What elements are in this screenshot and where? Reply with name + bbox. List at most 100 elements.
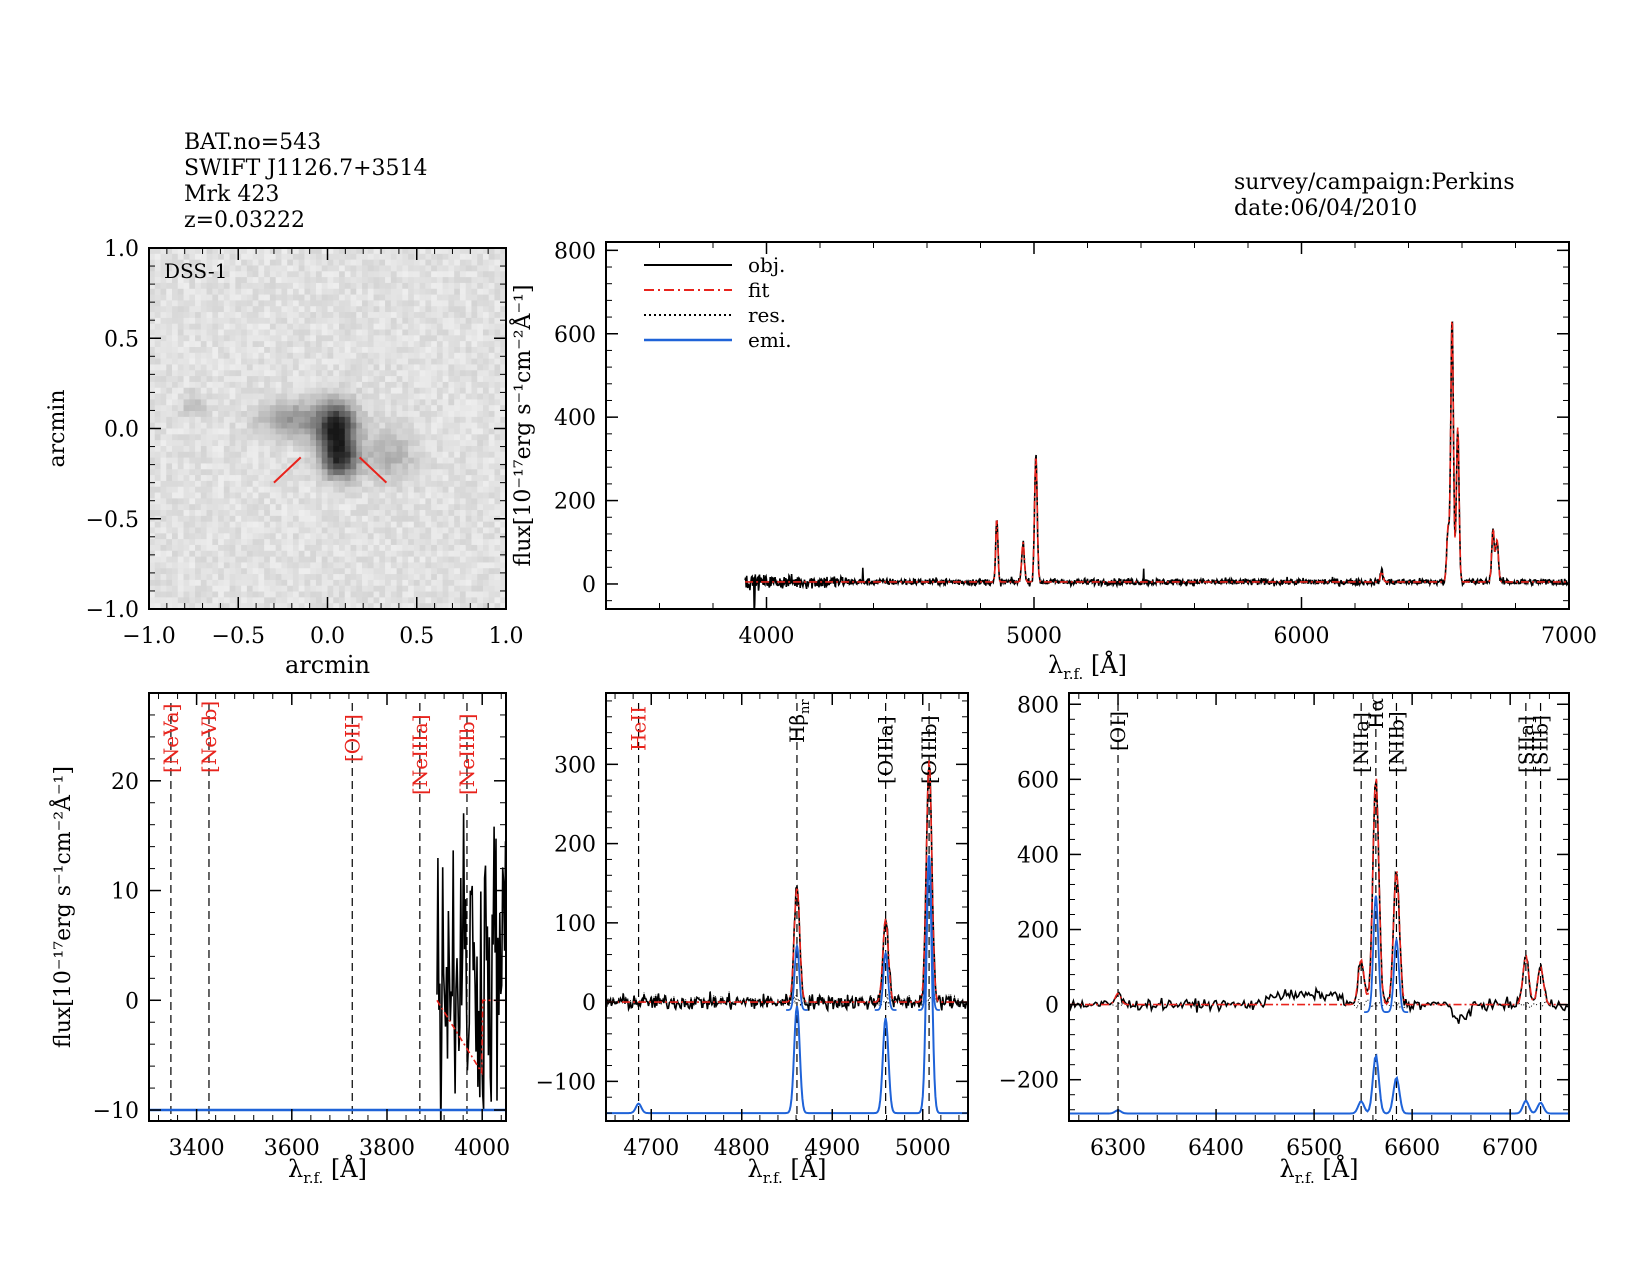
image-pixels <box>149 248 506 609</box>
x-tick-label: 6700 <box>1482 1136 1538 1161</box>
halpha-frame <box>1068 692 1570 1122</box>
emi-component-line <box>874 950 897 1011</box>
full-spectrum-lines <box>744 321 1569 609</box>
emi-component-line <box>1384 936 1409 1013</box>
x-tick-label: 5000 <box>1006 624 1062 649</box>
blue-ticks: 3400 3600 3800 4000 −10 0 10 20 <box>93 692 510 1161</box>
emi-spectrum-line <box>1069 1053 1569 1115</box>
y-tick-label: 600 <box>554 323 596 348</box>
position-marker <box>358 456 388 484</box>
legend-fit-label: fit <box>748 278 769 302</box>
y-tick-label: 0 <box>582 573 596 598</box>
bat-number: BAT.no=543 <box>184 130 322 155</box>
full-ticks: 4000 5000 6000 7000 0 200 400 600 800 <box>554 239 1597 649</box>
image-y-label: arcmin <box>45 389 70 467</box>
line-label: [NIIa] <box>1349 712 1373 773</box>
line-label: HeII <box>627 706 651 751</box>
hbeta-frame <box>605 692 969 1122</box>
x-tick-label: 1.0 <box>489 624 524 649</box>
y-tick-label: 0 <box>125 989 139 1014</box>
halpha-x-label: λr.f. [Å] <box>1280 1154 1359 1187</box>
full-x-label: λr.f. [Å] <box>1048 650 1127 683</box>
line-label: [NeIIIb] <box>455 714 479 795</box>
fit-spectrum-line <box>606 760 968 1003</box>
galaxy-name: Mrk 423 <box>184 182 280 207</box>
fit-spectrum-line <box>1069 778 1569 1006</box>
y-tick-label: 0 <box>1045 994 1059 1019</box>
y-tick-label: 200 <box>1017 919 1059 944</box>
line-label: [NeIIIa] <box>408 714 432 795</box>
y-tick-label: 400 <box>1017 843 1059 868</box>
x-tick-label: 3800 <box>359 1136 415 1161</box>
observation-date: date:06/04/2010 <box>1234 196 1418 221</box>
redshift: z=0.03222 <box>184 208 305 233</box>
y-tick-label: 600 <box>1017 768 1059 793</box>
y-tick-label: 400 <box>554 406 596 431</box>
line-label: [NIIb] <box>1384 711 1408 773</box>
y-tick-label: 0.5 <box>104 327 139 352</box>
x-tick-label: 3400 <box>169 1136 225 1161</box>
y-tick-label: 1.0 <box>104 237 139 262</box>
line-label: Hβnr <box>785 699 813 743</box>
y-tick-label: 20 <box>111 770 139 795</box>
line-label: [OIIIb] <box>917 715 941 784</box>
x-tick-label: −1.0 <box>122 624 175 649</box>
x-tick-label: 6500 <box>1286 1136 1342 1161</box>
emi-component-line <box>1364 895 1388 1013</box>
x-tick-label: 6300 <box>1090 1136 1146 1161</box>
image-label: DSS-1 <box>164 259 227 283</box>
y-tick-label: −1.0 <box>86 598 139 623</box>
blue-line-markers: [NeVa] [NeVb] [OII] [NeIIIa] [NeIIIb] <box>159 701 479 1121</box>
image-ticks: −1.0 −0.5 0.0 0.5 1.0 −1.0 −0.5 0.0 0.5 1.0 <box>86 237 524 649</box>
line-label: [OII] <box>340 714 364 762</box>
obj-spectrum-line <box>436 813 506 1121</box>
hbeta-x-label: λr.f. [Å] <box>748 1154 827 1187</box>
survey-campaign: survey/campaign:Perkins <box>1234 170 1515 195</box>
swift-name: SWIFT J1126.7+3514 <box>184 156 428 181</box>
halpha-ticks: 6300 6400 6500 6600 6700 −200 0 200 400 600 800 <box>999 693 1570 1161</box>
hbeta-ticks: 4700 4800 4900 5000 −100 0 100 200 300 <box>536 693 968 1161</box>
x-tick-label: 4000 <box>739 624 795 649</box>
x-tick-label: 4900 <box>804 1136 860 1161</box>
full-y-label: flux[10⁻¹⁷erg s⁻¹cm⁻²Å⁻¹] <box>508 285 536 567</box>
y-tick-label: −200 <box>999 1069 1059 1094</box>
x-tick-label: 0.5 <box>399 624 434 649</box>
blue-y-label: flux[10⁻¹⁷erg s⁻¹cm⁻²Å⁻¹] <box>48 766 76 1048</box>
x-tick-label: −0.5 <box>212 624 265 649</box>
obj-spectrum-line <box>744 321 1569 609</box>
legend-res-label: res. <box>748 303 786 327</box>
blue-frame <box>148 692 507 1122</box>
x-tick-label: 6400 <box>1188 1136 1244 1161</box>
y-tick-label: −0.5 <box>86 508 139 533</box>
x-tick-label: 3600 <box>264 1136 320 1161</box>
obj-spectrum-line <box>1069 780 1569 1024</box>
image-x-label: arcmin <box>285 651 370 679</box>
x-tick-label: 6000 <box>1274 624 1330 649</box>
y-tick-label: 200 <box>554 833 596 858</box>
emi-component-line <box>918 855 940 1011</box>
line-label: [OIIIa] <box>874 716 898 784</box>
line-label: [OI] <box>1106 711 1130 751</box>
y-tick-label: 0 <box>582 991 596 1016</box>
hbeta-line-markers: HeII Hβnr [OIIIa] [OIIIb] <box>627 699 941 1121</box>
x-tick-label: 0.0 <box>310 624 345 649</box>
x-tick-label: 4800 <box>714 1136 770 1161</box>
object-info: BAT.no=543 SWIFT J1126.7+3514 Mrk 423 z=0.0… <box>184 130 428 234</box>
y-tick-label: −100 <box>536 1070 596 1095</box>
legend-emi-label: emi. <box>748 328 792 352</box>
emi-spectrum-line <box>606 855 968 1115</box>
x-tick-label: 7000 <box>1541 624 1597 649</box>
y-tick-label: 200 <box>554 490 596 515</box>
legend-obj-label: obj. <box>748 253 785 277</box>
y-tick-label: 0.0 <box>104 418 139 443</box>
y-tick-label: 800 <box>554 239 596 264</box>
line-label: [SIIb] <box>1529 715 1553 773</box>
blue-spectra <box>149 813 506 1121</box>
x-tick-label: 4000 <box>454 1136 510 1161</box>
x-tick-label: 4700 <box>623 1136 679 1161</box>
hbeta-spectra <box>606 760 968 1115</box>
blue-x-label: λr.f. [Å] <box>288 1154 367 1187</box>
y-tick-label: −10 <box>93 1099 139 1124</box>
